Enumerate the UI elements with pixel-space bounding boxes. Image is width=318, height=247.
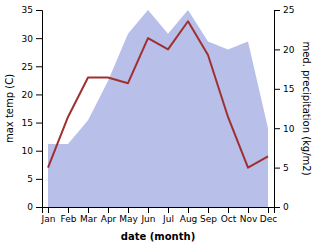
x-axis-title: date (month) xyxy=(121,231,195,242)
tick-label: 35 xyxy=(22,5,33,15)
tick-mark xyxy=(274,49,280,50)
tick-label: Sep xyxy=(200,214,217,224)
tick-label: Apr xyxy=(101,214,117,224)
tick-mark xyxy=(168,207,169,213)
tick: Sep xyxy=(200,207,217,224)
tick: 20 xyxy=(22,90,42,100)
tick-label: 25 xyxy=(283,5,294,15)
tick-label: Mar xyxy=(80,214,97,224)
tick-mark xyxy=(36,207,42,208)
tick-label: Dec xyxy=(260,214,277,224)
tick-mark xyxy=(36,38,42,39)
tick: Mar xyxy=(80,207,97,224)
tick-mark xyxy=(268,207,269,213)
axis-line xyxy=(43,208,275,214)
tick-label: Jan xyxy=(41,214,56,224)
plot-root: Jan FebMar AprMayJun Jul AugSep OctNovDec 0 5 10… xyxy=(4,5,312,242)
tick-label: 0 xyxy=(283,202,289,212)
tick: 5 xyxy=(274,163,289,173)
chart: Jan FebMar AprMayJun Jul AugSep OctNovDec 0 5 10… xyxy=(0,0,318,247)
tick-label: 20 xyxy=(283,45,295,55)
tick-mark xyxy=(128,207,129,213)
tick-label: 25 xyxy=(22,62,33,72)
y-axis-title: max temp (C) xyxy=(4,74,15,143)
tick-mark xyxy=(36,66,42,67)
tick: 15 xyxy=(274,84,294,94)
tick-mark xyxy=(274,128,280,129)
x-axis: Jan FebMar AprMayJun Jul AugSep OctNovDec xyxy=(41,207,278,224)
tick-label: Oct xyxy=(221,214,237,224)
tick: Feb xyxy=(61,207,77,224)
tick-label: Feb xyxy=(61,214,77,224)
tick-mark xyxy=(36,10,42,11)
marks xyxy=(48,10,268,207)
y2-axis-title: med. precipitation (kg/m2) xyxy=(301,41,312,175)
tick: 35 xyxy=(22,5,42,15)
tick-label: 5 xyxy=(283,163,289,173)
tick-mark xyxy=(36,94,42,95)
tick-mark xyxy=(228,207,229,213)
tick: 0 xyxy=(27,202,42,212)
tick-label: May xyxy=(119,214,138,224)
tick-mark xyxy=(148,207,149,213)
axis-line xyxy=(275,11,281,208)
tick: Jun xyxy=(140,207,155,224)
tick-label: 5 xyxy=(27,174,33,184)
tick: 20 xyxy=(274,45,295,55)
tick-label: 30 xyxy=(22,34,34,44)
tick-mark xyxy=(208,207,209,213)
tick: Nov xyxy=(240,207,258,224)
tick: Dec xyxy=(260,207,277,224)
area xyxy=(48,10,268,207)
tick-mark xyxy=(48,207,49,213)
tick-mark xyxy=(108,207,109,213)
tick-mark xyxy=(36,179,42,180)
tick-label: Jul xyxy=(162,214,174,224)
tick-mark xyxy=(248,207,249,213)
tick-mark xyxy=(274,89,280,90)
tick: Aug xyxy=(180,207,198,224)
tick: Jan xyxy=(41,207,56,224)
tick-mark xyxy=(274,207,280,208)
tick: 10 xyxy=(22,146,42,156)
tick-mark xyxy=(36,123,42,124)
tick: Apr xyxy=(101,207,117,224)
tick: 0 xyxy=(274,202,289,212)
tick: Oct xyxy=(221,207,237,224)
tick-label: 10 xyxy=(283,124,295,134)
tick: 30 xyxy=(22,34,42,44)
line xyxy=(48,21,268,167)
tick-label: 10 xyxy=(22,146,34,156)
tick: 25 xyxy=(274,5,294,15)
tick: 5 xyxy=(27,174,42,184)
tick-label: Nov xyxy=(240,214,258,224)
tick: 25 xyxy=(22,62,42,72)
tick-label: 20 xyxy=(22,90,34,100)
tick-label: 15 xyxy=(283,84,294,94)
tick-label: 15 xyxy=(22,118,33,128)
y-axis: 0 5 10 15 20 25 30 35 xyxy=(22,5,43,212)
tick-label: Aug xyxy=(180,214,198,224)
tick-mark xyxy=(188,207,189,213)
tick-label: Jun xyxy=(140,214,155,224)
y2-axis: 0 5 10 15 20 25 xyxy=(274,5,295,212)
tick-mark xyxy=(36,151,42,152)
tick: Jul xyxy=(162,207,174,224)
tick-mark xyxy=(88,207,89,213)
tick: 10 xyxy=(274,124,295,134)
tick: 15 xyxy=(22,118,42,128)
tick-label: 0 xyxy=(27,202,33,212)
tick-mark xyxy=(68,207,69,213)
axis-line xyxy=(36,11,43,208)
tick-mark xyxy=(274,168,280,169)
tick-mark xyxy=(274,10,280,11)
tick: May xyxy=(119,207,138,224)
